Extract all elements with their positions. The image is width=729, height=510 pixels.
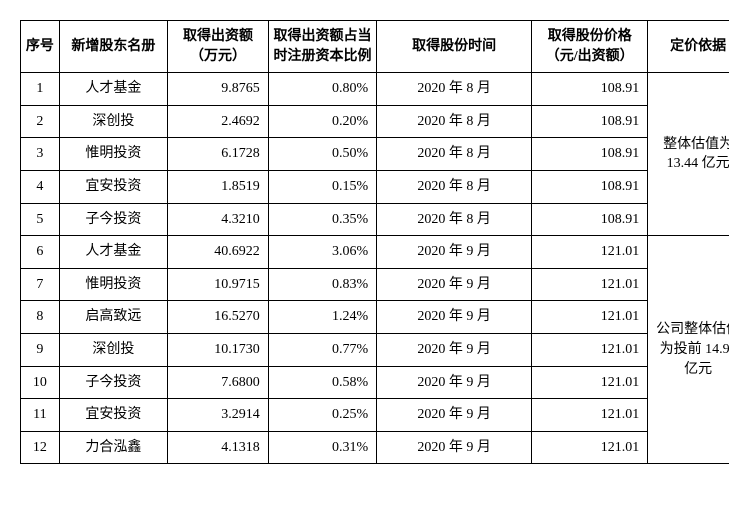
shareholder-table: 序号 新增股东名册 取得出资额（万元） 取得出资额占当时注册资本比例 取得股份时… bbox=[20, 20, 729, 464]
table-row: 9 深创投 10.1730 0.77% 2020 年 9 月 121.01 bbox=[21, 333, 729, 366]
cell-time: 2020 年 9 月 bbox=[377, 399, 532, 432]
cell-name: 惟明投资 bbox=[59, 138, 167, 171]
cell-idx: 6 bbox=[21, 236, 60, 269]
cell-pct: 0.50% bbox=[268, 138, 376, 171]
col-header-price: 取得股份价格（元/出资额） bbox=[532, 21, 648, 73]
table-row: 10 子今投资 7.6800 0.58% 2020 年 9 月 121.01 bbox=[21, 366, 729, 399]
table-header-row: 序号 新增股东名册 取得出资额（万元） 取得出资额占当时注册资本比例 取得股份时… bbox=[21, 21, 729, 73]
cell-price: 121.01 bbox=[532, 301, 648, 334]
cell-amt: 16.5270 bbox=[168, 301, 269, 334]
cell-time: 2020 年 9 月 bbox=[377, 366, 532, 399]
cell-name: 启高致远 bbox=[59, 301, 167, 334]
cell-time: 2020 年 8 月 bbox=[377, 105, 532, 138]
col-header-basis: 定价依据 bbox=[648, 21, 729, 73]
table-row: 7 惟明投资 10.9715 0.83% 2020 年 9 月 121.01 bbox=[21, 268, 729, 301]
table-body: 1 人才基金 9.8765 0.80% 2020 年 8 月 108.91 整体… bbox=[21, 73, 729, 464]
cell-time: 2020 年 9 月 bbox=[377, 301, 532, 334]
cell-name: 力合泓鑫 bbox=[59, 431, 167, 464]
col-header-name: 新增股东名册 bbox=[59, 21, 167, 73]
cell-idx: 9 bbox=[21, 333, 60, 366]
cell-name: 人才基金 bbox=[59, 236, 167, 269]
table-row: 4 宜安投资 1.8519 0.15% 2020 年 8 月 108.91 bbox=[21, 170, 729, 203]
cell-basis-group-1: 整体估值为 13.44 亿元 bbox=[648, 73, 729, 236]
cell-price: 121.01 bbox=[532, 399, 648, 432]
cell-time: 2020 年 8 月 bbox=[377, 170, 532, 203]
cell-price: 121.01 bbox=[532, 366, 648, 399]
cell-name: 深创投 bbox=[59, 105, 167, 138]
table-row: 11 宜安投资 3.2914 0.25% 2020 年 9 月 121.01 bbox=[21, 399, 729, 432]
cell-idx: 7 bbox=[21, 268, 60, 301]
cell-idx: 8 bbox=[21, 301, 60, 334]
cell-pct: 0.80% bbox=[268, 73, 376, 106]
cell-price: 108.91 bbox=[532, 138, 648, 171]
cell-pct: 0.35% bbox=[268, 203, 376, 236]
cell-time: 2020 年 9 月 bbox=[377, 236, 532, 269]
cell-amt: 3.2914 bbox=[168, 399, 269, 432]
cell-pct: 0.31% bbox=[268, 431, 376, 464]
cell-amt: 4.3210 bbox=[168, 203, 269, 236]
table-row: 8 启高致远 16.5270 1.24% 2020 年 9 月 121.01 bbox=[21, 301, 729, 334]
cell-price: 108.91 bbox=[532, 73, 648, 106]
cell-pct: 0.83% bbox=[268, 268, 376, 301]
col-header-time: 取得股份时间 bbox=[377, 21, 532, 73]
cell-pct: 3.06% bbox=[268, 236, 376, 269]
cell-amt: 6.1728 bbox=[168, 138, 269, 171]
cell-time: 2020 年 8 月 bbox=[377, 203, 532, 236]
table-row: 1 人才基金 9.8765 0.80% 2020 年 8 月 108.91 整体… bbox=[21, 73, 729, 106]
cell-idx: 3 bbox=[21, 138, 60, 171]
cell-name: 惟明投资 bbox=[59, 268, 167, 301]
cell-name: 深创投 bbox=[59, 333, 167, 366]
cell-basis-group-2: 公司整体估值为投前 14.94 亿元 bbox=[648, 236, 729, 464]
cell-price: 121.01 bbox=[532, 236, 648, 269]
cell-pct: 0.25% bbox=[268, 399, 376, 432]
cell-name: 子今投资 bbox=[59, 203, 167, 236]
cell-pct: 0.15% bbox=[268, 170, 376, 203]
cell-idx: 11 bbox=[21, 399, 60, 432]
cell-pct: 1.24% bbox=[268, 301, 376, 334]
table-row: 5 子今投资 4.3210 0.35% 2020 年 8 月 108.91 bbox=[21, 203, 729, 236]
cell-idx: 12 bbox=[21, 431, 60, 464]
cell-time: 2020 年 8 月 bbox=[377, 138, 532, 171]
cell-time: 2020 年 9 月 bbox=[377, 268, 532, 301]
cell-idx: 10 bbox=[21, 366, 60, 399]
cell-amt: 40.6922 bbox=[168, 236, 269, 269]
cell-idx: 1 bbox=[21, 73, 60, 106]
col-header-pct: 取得出资额占当时注册资本比例 bbox=[268, 21, 376, 73]
table-row: 3 惟明投资 6.1728 0.50% 2020 年 8 月 108.91 bbox=[21, 138, 729, 171]
cell-price: 121.01 bbox=[532, 431, 648, 464]
cell-pct: 0.20% bbox=[268, 105, 376, 138]
cell-idx: 4 bbox=[21, 170, 60, 203]
cell-price: 108.91 bbox=[532, 203, 648, 236]
shareholder-table-container: 序号 新增股东名册 取得出资额（万元） 取得出资额占当时注册资本比例 取得股份时… bbox=[20, 20, 729, 464]
cell-name: 宜安投资 bbox=[59, 170, 167, 203]
cell-price: 121.01 bbox=[532, 333, 648, 366]
cell-time: 2020 年 8 月 bbox=[377, 73, 532, 106]
cell-amt: 4.1318 bbox=[168, 431, 269, 464]
cell-pct: 0.77% bbox=[268, 333, 376, 366]
cell-name: 子今投资 bbox=[59, 366, 167, 399]
cell-amt: 2.4692 bbox=[168, 105, 269, 138]
cell-idx: 2 bbox=[21, 105, 60, 138]
cell-idx: 5 bbox=[21, 203, 60, 236]
cell-price: 108.91 bbox=[532, 170, 648, 203]
cell-time: 2020 年 9 月 bbox=[377, 333, 532, 366]
cell-amt: 10.9715 bbox=[168, 268, 269, 301]
cell-price: 108.91 bbox=[532, 105, 648, 138]
table-row: 6 人才基金 40.6922 3.06% 2020 年 9 月 121.01 公… bbox=[21, 236, 729, 269]
cell-amt: 1.8519 bbox=[168, 170, 269, 203]
cell-pct: 0.58% bbox=[268, 366, 376, 399]
cell-name: 人才基金 bbox=[59, 73, 167, 106]
table-row: 2 深创投 2.4692 0.20% 2020 年 8 月 108.91 bbox=[21, 105, 729, 138]
cell-amt: 10.1730 bbox=[168, 333, 269, 366]
col-header-idx: 序号 bbox=[21, 21, 60, 73]
cell-price: 121.01 bbox=[532, 268, 648, 301]
cell-amt: 7.6800 bbox=[168, 366, 269, 399]
table-row: 12 力合泓鑫 4.1318 0.31% 2020 年 9 月 121.01 bbox=[21, 431, 729, 464]
cell-amt: 9.8765 bbox=[168, 73, 269, 106]
cell-time: 2020 年 9 月 bbox=[377, 431, 532, 464]
col-header-amt: 取得出资额（万元） bbox=[168, 21, 269, 73]
table-header: 序号 新增股东名册 取得出资额（万元） 取得出资额占当时注册资本比例 取得股份时… bbox=[21, 21, 729, 73]
cell-name: 宜安投资 bbox=[59, 399, 167, 432]
